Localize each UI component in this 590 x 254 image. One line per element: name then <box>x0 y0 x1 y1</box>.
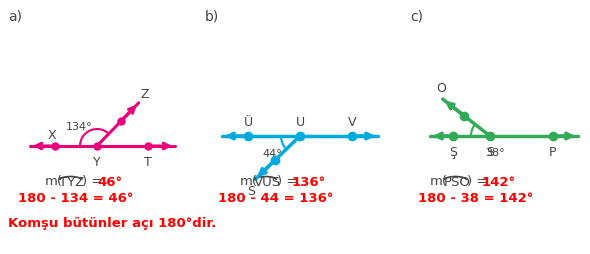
Text: PSO: PSO <box>444 176 471 188</box>
Text: TYZ: TYZ <box>59 176 84 188</box>
Text: 46°: 46° <box>97 176 122 188</box>
Text: P: P <box>549 146 557 159</box>
Text: S: S <box>247 185 255 198</box>
Text: 38°: 38° <box>485 148 504 158</box>
Text: 136°: 136° <box>292 176 326 188</box>
Text: U: U <box>296 116 304 129</box>
Text: 180 - 38 = 142°: 180 - 38 = 142° <box>418 193 533 205</box>
Text: X: X <box>48 129 56 142</box>
Text: T: T <box>144 156 152 169</box>
Text: Z: Z <box>140 88 149 101</box>
Text: 142°: 142° <box>482 176 516 188</box>
Text: c): c) <box>410 10 423 24</box>
Text: a): a) <box>8 10 22 24</box>
Text: 180 - 134 = 46°: 180 - 134 = 46° <box>18 193 133 205</box>
Text: m(: m( <box>45 176 63 188</box>
Text: ) =: ) = <box>467 176 487 188</box>
Text: Ş: Ş <box>449 146 457 159</box>
Text: Y: Y <box>93 156 101 169</box>
Text: V: V <box>348 116 356 129</box>
Text: S: S <box>486 146 494 159</box>
Text: b): b) <box>205 10 219 24</box>
Text: m(: m( <box>430 176 448 188</box>
Text: O: O <box>436 82 445 95</box>
Text: m(: m( <box>240 176 258 188</box>
Text: 44°: 44° <box>262 149 282 159</box>
Text: 180 - 44 = 136°: 180 - 44 = 136° <box>218 193 333 205</box>
Text: Ü: Ü <box>244 116 253 129</box>
Text: 134°: 134° <box>65 122 92 132</box>
Text: ) =: ) = <box>82 176 103 188</box>
Text: Komşu bütünler açı 180°dir.: Komşu bütünler açı 180°dir. <box>8 217 217 230</box>
Text: ) =: ) = <box>277 176 297 188</box>
Text: VUS: VUS <box>254 176 281 188</box>
